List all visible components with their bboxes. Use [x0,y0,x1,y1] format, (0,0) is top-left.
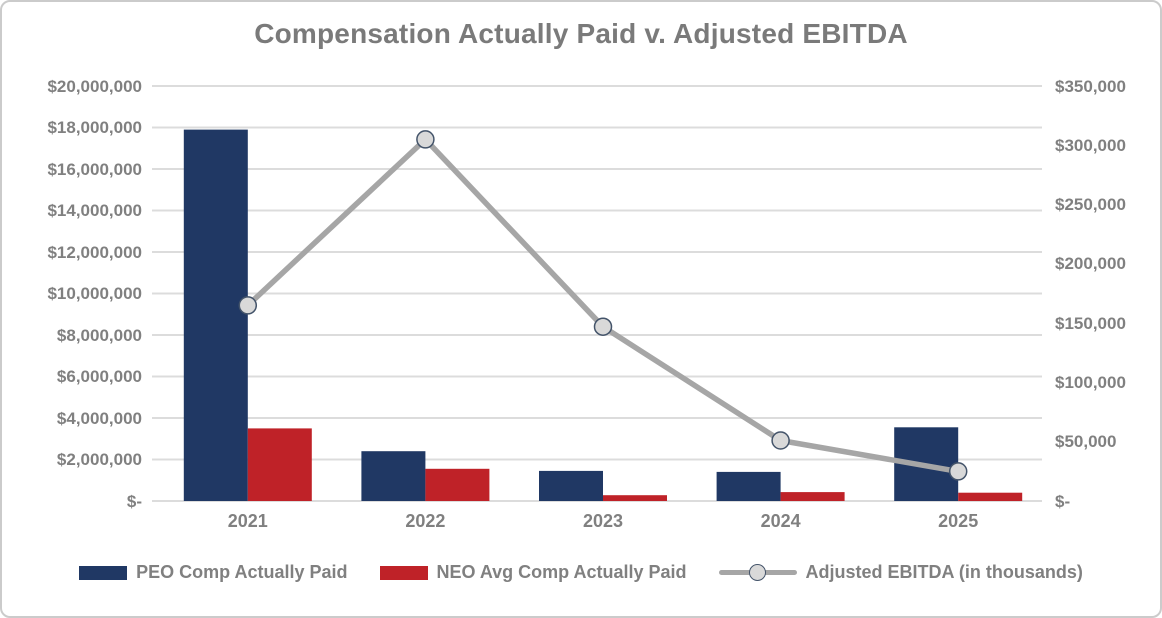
x-category-label: 2023 [582,511,624,531]
y-right-tick-label: $100,000 [1055,372,1126,392]
y-right-tick-label: $150,000 [1055,313,1126,333]
y-left-tick-label: $6,000,000 [56,367,142,386]
y-left-tick-label: $18,000,000 [47,118,142,137]
ebitda-marker-2021 [238,296,258,315]
legend: PEO Comp Actually Paid NEO Avg Comp Actu… [2,562,1160,583]
neo-bar-2023 [603,495,667,501]
y-left-tick-label: $- [126,491,142,511]
y-right-tick-label: $350,000 [1055,76,1126,96]
y-left-tick-label: $12,000,000 [47,242,142,262]
legend-label-ebitda: Adjusted EBITDA (in thousands) [805,562,1083,582]
ebitda-marker-2024 [771,431,790,450]
ebitda-marker-icon [748,563,766,581]
legend-item-peo: PEO Comp Actually Paid [79,562,348,583]
x-category-label: 2024 [760,511,801,531]
y-left-tick-label: $8,000,000 [56,325,142,345]
y-right-tick-label: $- [1055,491,1071,511]
peo-bar-swatch-icon [79,565,128,580]
legend-label-neo: NEO Avg Comp Actually Paid [436,562,687,582]
neo-bar-swatch-icon [379,565,428,580]
peo-bar-2022 [361,451,426,501]
legend-label-peo: PEO Comp Actually Paid [136,562,348,582]
neo-bar-2025 [958,492,1023,501]
ebitda-line-marker-icon [718,563,797,582]
ebitda-marker-2023 [593,317,613,336]
y-left-tick-label: $2,000,000 [56,450,142,469]
y-left-tick-label: $4,000,000 [56,408,142,428]
neo-bar-2022 [425,468,490,501]
legend-item-ebitda: Adjusted EBITDA (in thousands) [718,562,1083,583]
x-category-label: 2025 [938,511,979,531]
neo-bar-2024 [780,492,845,501]
x-category-label: 2021 [227,511,268,531]
chart-title: Compensation Actually Paid v. Adjusted E… [254,18,908,49]
x-category-label: 2022 [405,511,446,531]
y-left-tick-label: $16,000,000 [47,159,142,179]
ebitda-line [245,136,961,475]
ebitda-marker-2025 [948,462,968,481]
y-left-tick-label: $14,000,000 [47,201,142,220]
y-left-tick-label: $20,000,000 [47,76,142,96]
y-right-tick-label: $250,000 [1055,195,1126,215]
peo-bar-2021 [183,129,248,501]
y-left-tick-label: $10,000,000 [47,284,142,303]
neo-bar-2021 [247,428,312,501]
y-right-tick-label: $300,000 [1055,135,1126,155]
y-right-tick-label: $50,000 [1055,432,1117,452]
ebitda-marker-2022 [416,130,435,149]
peo-bar-2024 [716,471,781,501]
peo-bar-2023 [539,470,603,501]
legend-item-neo: NEO Avg Comp Actually Paid [379,562,687,583]
y-right-tick-label: $200,000 [1055,254,1126,274]
